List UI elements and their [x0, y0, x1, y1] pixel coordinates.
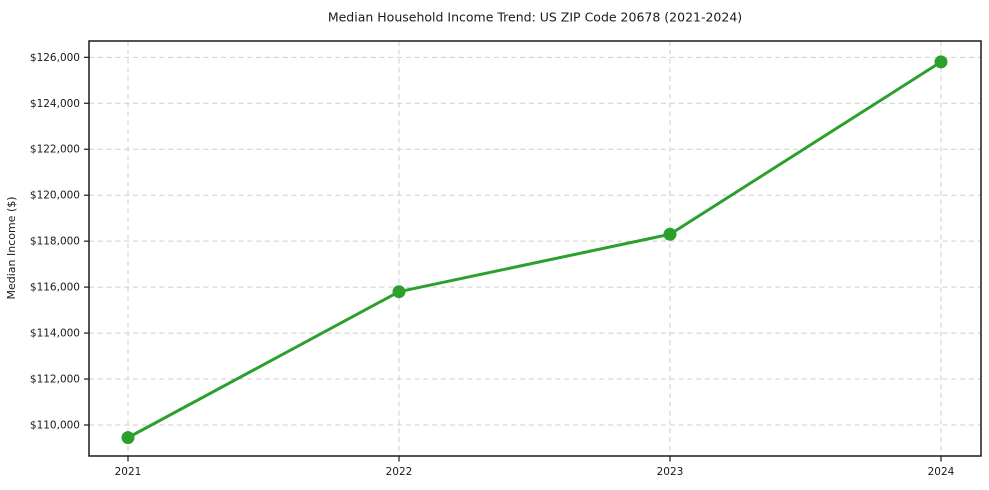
ticks-layer — [84, 56, 942, 462]
data-point-marker — [934, 55, 948, 69]
y-tick-label: $116,000 — [30, 282, 80, 294]
y-tick-label: $118,000 — [30, 236, 80, 248]
y-tick-label: $124,000 — [30, 98, 80, 110]
plot-border — [88, 40, 982, 457]
data-point-marker — [121, 431, 135, 445]
x-tick-label: 2024 — [928, 466, 955, 478]
y-axis-title: Median Income ($) — [5, 196, 18, 299]
x-tick-label: 2023 — [657, 466, 684, 478]
y-tick-label: $112,000 — [30, 374, 80, 386]
y-tick-label: $114,000 — [30, 328, 80, 340]
series-layer — [121, 55, 948, 445]
y-tick-label: $122,000 — [30, 144, 80, 156]
y-tick-label: $126,000 — [30, 52, 80, 64]
y-tick-label: $110,000 — [30, 419, 80, 431]
data-point-marker — [663, 227, 677, 241]
tick-labels-layer: $110,000 $112,000 $114,000 $116,000 $118,000… — [30, 52, 955, 478]
x-tick-label: 2021 — [115, 466, 142, 478]
chart-title: Median Household Income Trend: US ZIP Co… — [328, 10, 742, 25]
series-line — [126, 60, 943, 440]
data-point-marker — [392, 285, 406, 299]
y-tick-label: $120,000 — [30, 190, 80, 202]
x-tick-label: 2022 — [386, 466, 413, 478]
gridlines-layer — [89, 41, 981, 456]
